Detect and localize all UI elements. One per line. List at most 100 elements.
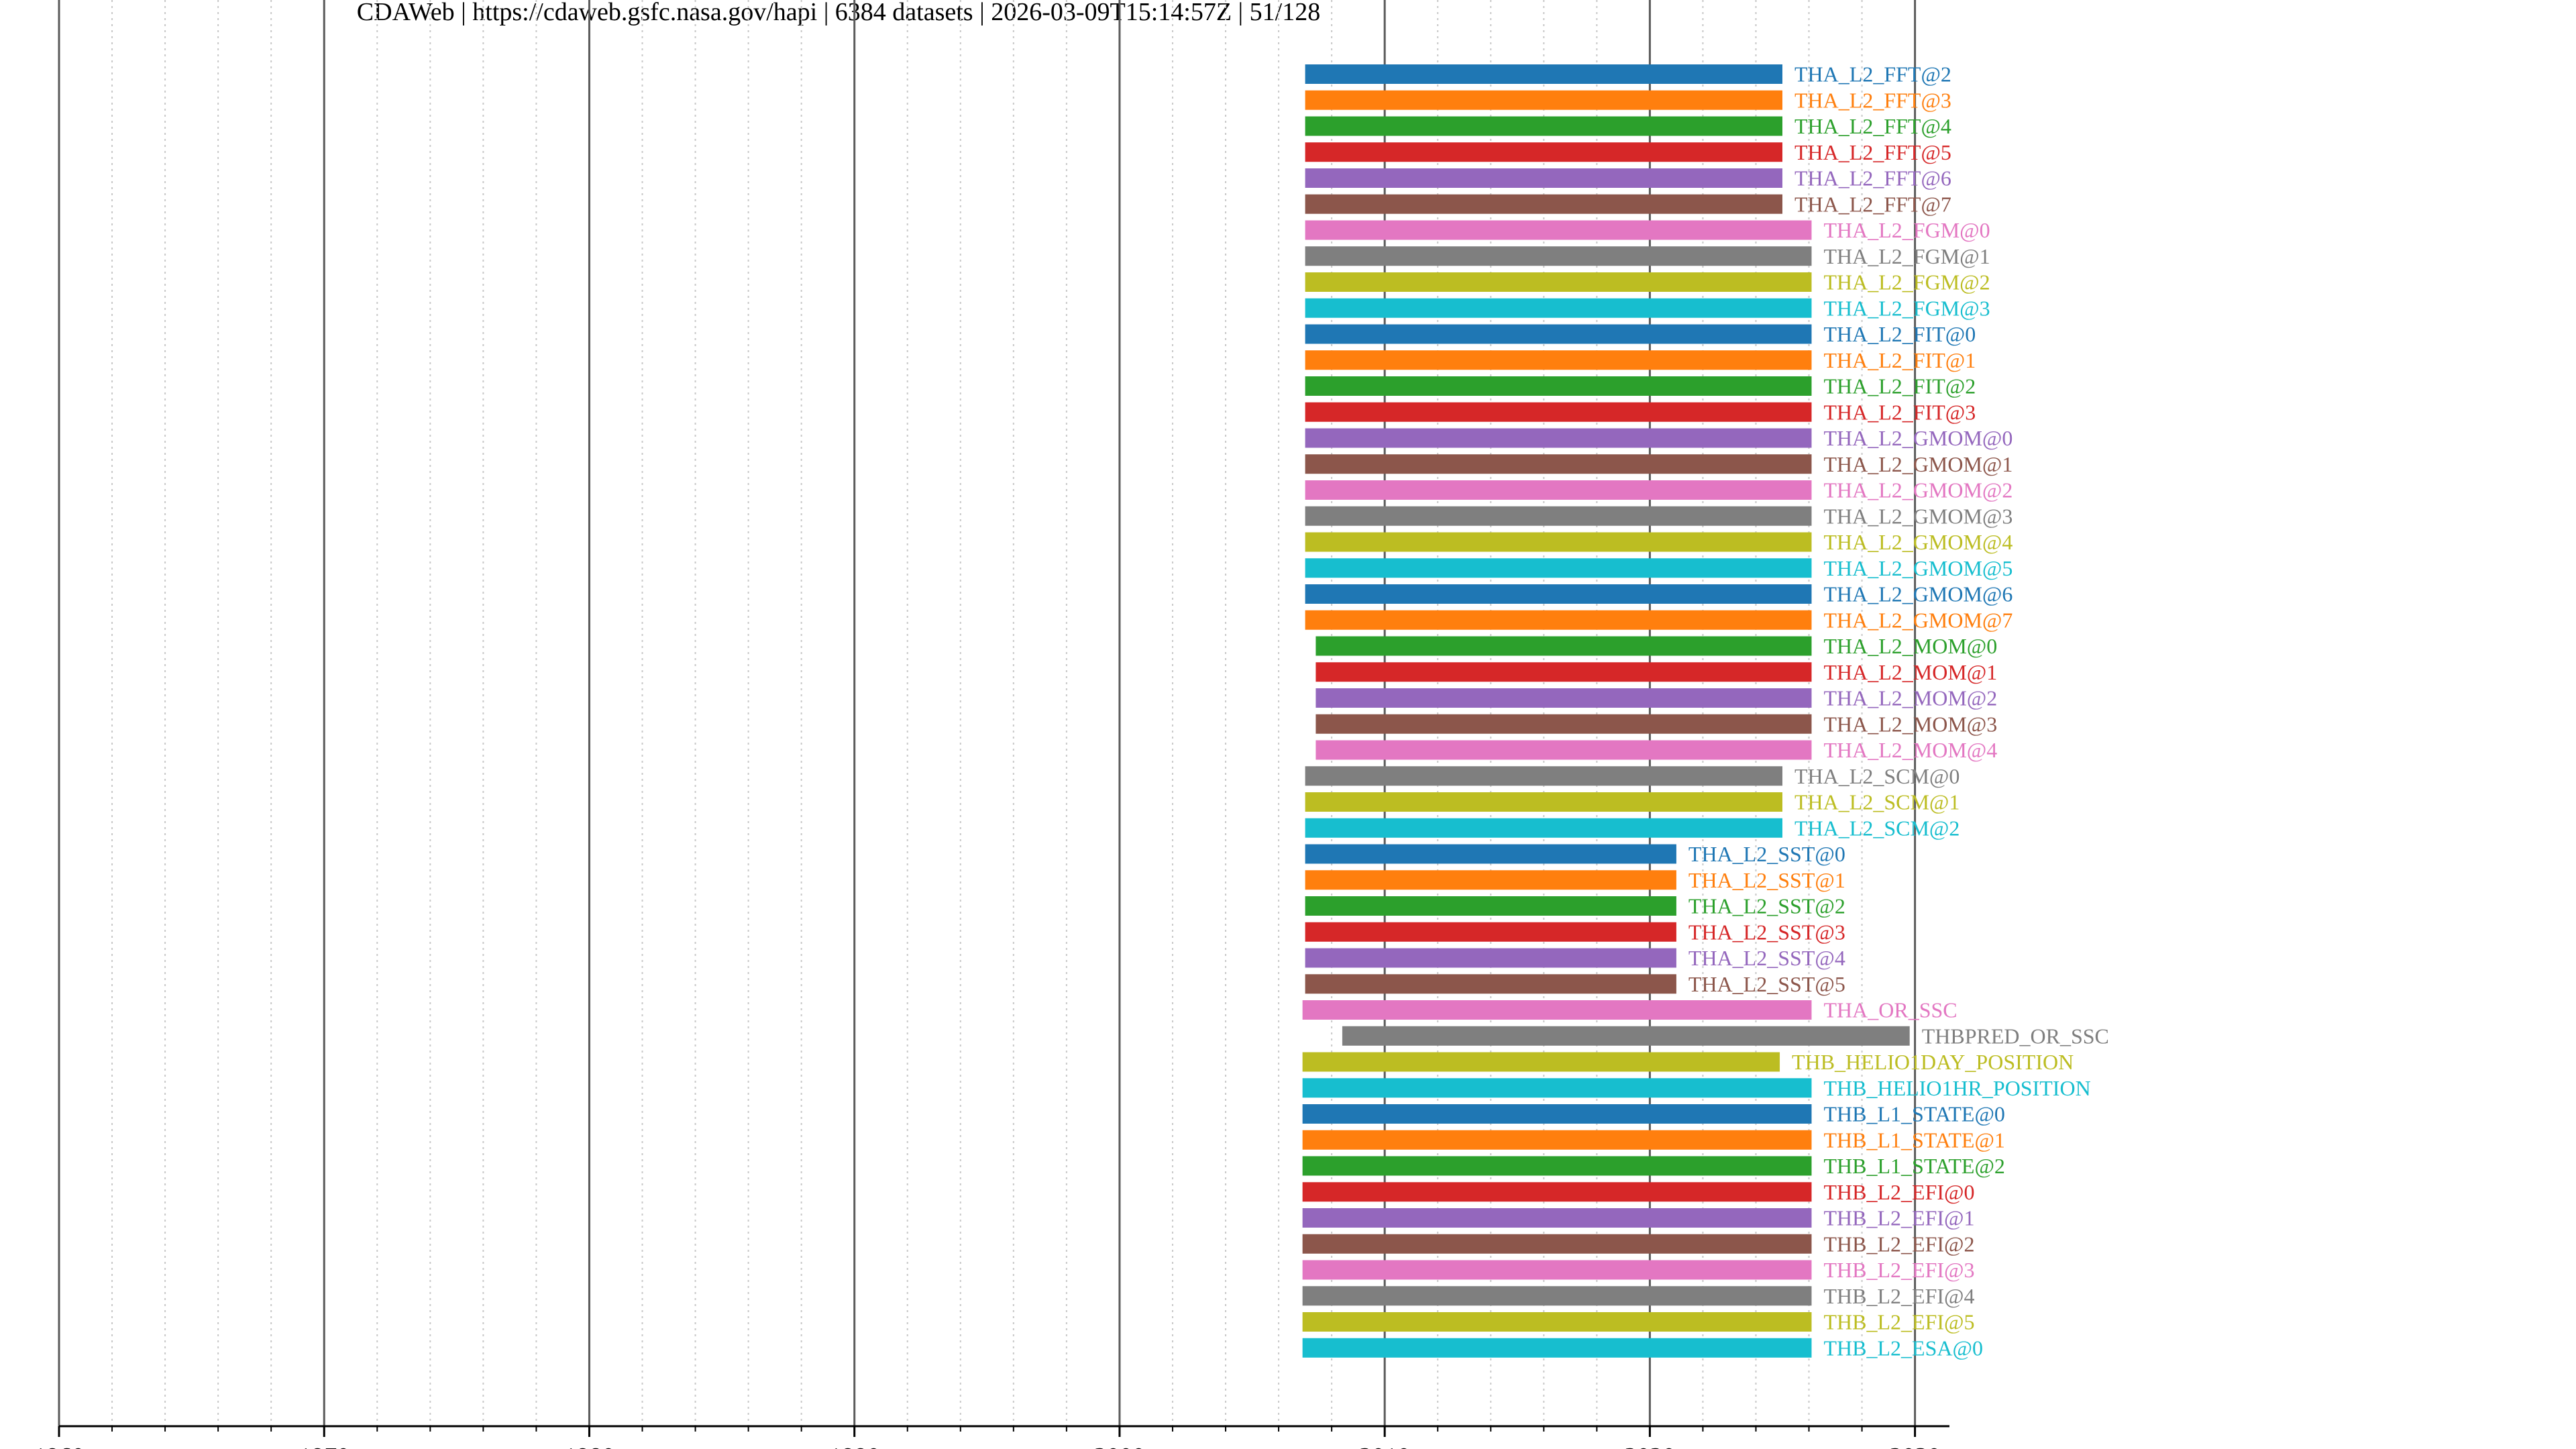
bar-label: THB_L2_ESA@0 <box>1823 1336 1982 1360</box>
bar-thb-l1-state-2 <box>1302 1156 1812 1176</box>
bar-thb-l1-state-0 <box>1302 1104 1812 1124</box>
bar-tha-or-ssc <box>1302 1000 1812 1020</box>
bar-tha-l2-gmom-3 <box>1305 506 1812 526</box>
bar-tha-l2-sst-1 <box>1305 870 1676 890</box>
bar-label: THA_L2_SST@5 <box>1688 972 1845 996</box>
bar-label: THA_L2_MOM@4 <box>1823 738 1997 762</box>
bar-label: THA_L2_SCM@0 <box>1794 764 1960 788</box>
chart-title: CDAWeb | https://cdaweb.gsfc.nasa.gov/ha… <box>357 0 1320 26</box>
bar-label: THA_L2_SST@2 <box>1688 894 1845 918</box>
bar-thb-helio1hr-position <box>1302 1078 1812 1098</box>
bar-tha-l2-fgm-1 <box>1305 246 1812 266</box>
bar-tha-l2-mom-1 <box>1316 662 1812 682</box>
bar-thb-l2-efi-2 <box>1302 1234 1812 1254</box>
bar-label: THA_L2_GMOM@6 <box>1823 582 2012 606</box>
bar-tha-l2-fit-0 <box>1305 324 1812 344</box>
bar-label: THA_L2_FGM@1 <box>1823 244 1990 268</box>
bar-label: THB_L2_EFI@3 <box>1823 1258 1974 1282</box>
bar-label: THA_L2_SST@0 <box>1688 842 1845 866</box>
bar-tha-l2-gmom-1 <box>1305 454 1812 474</box>
bar-label: THA_L2_GMOM@5 <box>1823 556 2012 580</box>
bar-tha-l2-mom-3 <box>1316 714 1812 734</box>
bar-label: THA_L2_GMOM@4 <box>1823 530 2012 554</box>
x-tick-label: 1970 <box>299 1443 350 1449</box>
bar-label: THA_OR_SSC <box>1823 998 1957 1022</box>
bar-label: THB_L2_EFI@5 <box>1823 1310 1974 1334</box>
bars-group <box>1302 64 1910 1358</box>
bar-thb-helio1day-position <box>1302 1052 1780 1072</box>
bar-tha-l2-fgm-2 <box>1305 272 1812 292</box>
bar-tha-l2-fgm-3 <box>1305 298 1812 318</box>
bar-tha-l2-fft-6 <box>1305 168 1783 188</box>
bar-label: THA_L2_GMOM@7 <box>1823 608 2012 632</box>
grid-lines <box>58 0 1917 1426</box>
x-tick-label: 2020 <box>1624 1443 1675 1449</box>
bar-label: THA_L2_FIT@0 <box>1823 322 1976 346</box>
bar-tha-l2-gmom-2 <box>1305 480 1812 500</box>
bar-label: THB_L1_STATE@0 <box>1823 1102 2004 1126</box>
x-axis: 1960 1970 1980 1990 2000 2010 2020 2030 <box>34 1425 1949 1449</box>
bar-tha-l2-gmom-7 <box>1305 610 1812 630</box>
bar-label: THB_L2_EFI@2 <box>1823 1232 1974 1256</box>
bar-label: THA_L2_FGM@3 <box>1823 296 1990 320</box>
bar-label: THA_L2_SST@4 <box>1688 946 1845 970</box>
bar-tha-l2-mom-0 <box>1316 636 1812 656</box>
bar-tha-l2-fit-1 <box>1305 350 1812 370</box>
bar-label: THA_L2_FIT@1 <box>1823 348 1976 372</box>
bar-tha-l2-gmom-5 <box>1305 558 1812 578</box>
x-tick-label: 2010 <box>1359 1443 1410 1449</box>
bar-label: THA_L2_MOM@0 <box>1823 634 1997 658</box>
bar-label: THA_L2_FFT@3 <box>1794 88 1951 112</box>
bar-label: THA_L2_GMOM@2 <box>1823 478 2012 502</box>
bar-label: THBPRED_OR_SSC <box>1922 1024 2109 1048</box>
bar-label: THB_L1_STATE@2 <box>1823 1154 2004 1178</box>
bar-label: THA_L2_FFT@5 <box>1794 140 1951 164</box>
bar-tha-l2-gmom-6 <box>1305 584 1812 604</box>
bar-tha-l2-fft-5 <box>1305 142 1783 162</box>
bar-label: THA_L2_SCM@1 <box>1794 790 1960 814</box>
bar-label: THB_L2_EFI@4 <box>1823 1284 1974 1308</box>
bar-label: THA_L2_GMOM@1 <box>1823 452 2012 476</box>
bar-tha-l2-scm-1 <box>1305 792 1783 812</box>
bar-label: THA_L2_FGM@0 <box>1823 218 1990 242</box>
bar-label: THA_L2_SST@3 <box>1688 920 1845 944</box>
bar-thb-l1-state-1 <box>1302 1130 1812 1150</box>
bar-label: THA_L2_MOM@3 <box>1823 712 1997 736</box>
bar-tha-l2-fft-2 <box>1305 64 1783 84</box>
bar-label: THB_L1_STATE@1 <box>1823 1128 2004 1152</box>
bar-label: THA_L2_FIT@3 <box>1823 400 1976 424</box>
x-tick-label: 2000 <box>1094 1443 1145 1449</box>
x-tick-label: 2030 <box>1890 1443 1941 1449</box>
bar-thb-l2-efi-3 <box>1302 1260 1812 1280</box>
bar-tha-l2-mom-2 <box>1316 688 1812 708</box>
bar-tha-l2-scm-0 <box>1305 766 1783 786</box>
bar-tha-l2-sst-5 <box>1305 974 1676 994</box>
bar-label: THA_L2_SST@1 <box>1688 868 1845 892</box>
bar-tha-l2-gmom-0 <box>1305 428 1812 448</box>
bar-tha-l2-sst-3 <box>1305 922 1676 942</box>
bar-thb-l2-efi-0 <box>1302 1182 1812 1202</box>
bar-label: THB_L2_EFI@0 <box>1823 1180 1974 1204</box>
bar-tha-l2-sst-2 <box>1305 896 1676 916</box>
bar-thb-l2-efi-4 <box>1302 1286 1812 1306</box>
x-tick-label: 1980 <box>564 1443 614 1449</box>
bar-tha-l2-sst-4 <box>1305 948 1676 968</box>
bar-label: THA_L2_GMOM@3 <box>1823 504 2012 528</box>
bar-tha-l2-gmom-4 <box>1305 532 1812 552</box>
bar-label: THA_L2_GMOM@0 <box>1823 426 2012 450</box>
bar-label: THB_HELIO1HR_POSITION <box>1823 1076 2090 1100</box>
bar-label: THA_L2_FFT@4 <box>1794 114 1951 138</box>
bar-tha-l2-fgm-0 <box>1305 220 1812 240</box>
bar-label: THA_L2_FFT@7 <box>1794 192 1951 216</box>
bar-tha-l2-fft-3 <box>1305 90 1783 110</box>
bar-tha-l2-fit-3 <box>1305 402 1812 422</box>
bar-tha-l2-fit-2 <box>1305 376 1812 396</box>
bar-thb-l2-efi-1 <box>1302 1208 1812 1228</box>
bar-thb-l2-efi-5 <box>1302 1312 1812 1332</box>
bar-label: THA_L2_FGM@2 <box>1823 270 1990 294</box>
bar-label: THA_L2_FFT@6 <box>1794 166 1951 191</box>
bar-label: THA_L2_FIT@2 <box>1823 374 1976 398</box>
bar-tha-l2-fft-4 <box>1305 116 1783 136</box>
bar-labels-group: THA_L2_FFT@2THA_L2_FFT@3THA_L2_FFT@4THA_… <box>1688 62 2109 1360</box>
